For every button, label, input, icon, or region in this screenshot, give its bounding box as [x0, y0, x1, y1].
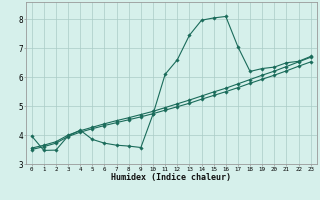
X-axis label: Humidex (Indice chaleur): Humidex (Indice chaleur) [111, 173, 231, 182]
